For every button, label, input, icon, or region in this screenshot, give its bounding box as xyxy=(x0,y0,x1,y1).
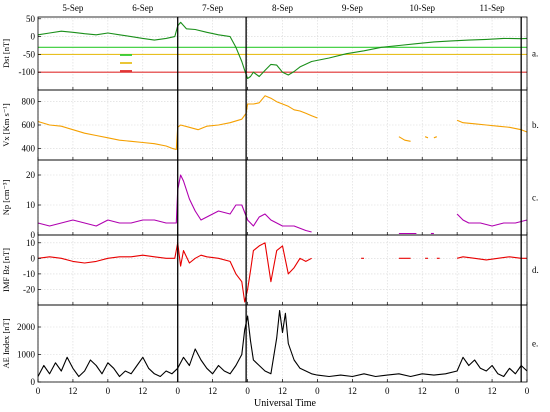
panel-letter: d. xyxy=(532,265,539,275)
x-tick-label: 0 xyxy=(106,386,111,396)
date-label: 8-Sep xyxy=(272,3,293,13)
date-label: 5-Sep xyxy=(62,3,83,13)
data-line xyxy=(456,119,528,133)
data-line xyxy=(37,95,318,151)
y-axis-label: AE Index [nT] xyxy=(1,318,11,368)
y-axis-label: Np [cm⁻³] xyxy=(1,180,11,216)
panel-a: 50 0 -50 -100 Dst [nT] a. xyxy=(1,14,538,91)
y-tick-label: 400 xyxy=(22,143,36,153)
y-tick-label: 0 xyxy=(31,32,36,42)
panel-c: 20 10 0 Np [cm⁻³] c. xyxy=(1,159,538,240)
y-tick-label: 10 xyxy=(26,238,36,248)
x-tick-label: 0 xyxy=(315,386,320,396)
y-tick-label: 0 xyxy=(31,230,36,240)
y-tick-label: -10 xyxy=(23,269,35,279)
panel-letter: a. xyxy=(532,49,538,59)
x-tick-label: 12 xyxy=(68,386,77,396)
x-tick-label: 12 xyxy=(208,386,217,396)
y-tick-label: 1000 xyxy=(17,350,36,360)
panel-e: 2000 1000 0 AE Index [nT] e. xyxy=(1,304,538,387)
y-tick-label: 0 xyxy=(31,377,36,387)
panel-letter: e. xyxy=(532,339,538,349)
panel-letter: c. xyxy=(532,193,538,203)
panel-b: 800 600 400 Vx [Km s⁻¹] b. xyxy=(1,89,539,161)
panel-letter: b. xyxy=(532,120,539,130)
y-tick-label: 10 xyxy=(26,200,36,210)
date-labels: 5-Sep 6-Sep 7-Sep 8-Sep 9-Sep 10-Sep 11-Sep xyxy=(62,3,505,13)
x-tick-label: 12 xyxy=(138,386,147,396)
y-tick-label: -100 xyxy=(19,67,36,77)
panel-d: 10 0 -10 -20 IMF Bz [nT] d. xyxy=(1,234,539,306)
y-tick-label: 0 xyxy=(31,253,36,263)
x-tick-label: 12 xyxy=(488,386,497,396)
data-line xyxy=(456,213,528,227)
data-line xyxy=(37,309,528,378)
data-line xyxy=(37,21,528,80)
data-line xyxy=(433,136,437,139)
y-tick-label: 2000 xyxy=(17,322,36,332)
x-tick-label: 0 xyxy=(525,386,530,396)
x-tick-labels: 0 12 0 12 0 12 0 12 0 12 0 12 0 12 0 xyxy=(36,386,530,396)
y-axis-label: Vx [Km s⁻¹] xyxy=(1,103,11,147)
panel-frame xyxy=(37,304,528,383)
data-line xyxy=(398,136,411,142)
data-line xyxy=(456,256,527,261)
x-tick-label: 0 xyxy=(175,386,180,396)
y-tick-label: -50 xyxy=(23,49,35,59)
x-tick-label: 12 xyxy=(348,386,357,396)
y-tick-label: 800 xyxy=(22,97,36,107)
date-label: 11-Sep xyxy=(479,3,505,13)
x-axis-label: Universal Time xyxy=(254,398,317,409)
y-tick-label: 50 xyxy=(26,14,36,24)
y-tick-label: 20 xyxy=(26,170,36,180)
x-tick-label: 0 xyxy=(245,386,250,396)
y-axis-label: Dst [nT] xyxy=(1,39,11,68)
data-line xyxy=(37,242,312,303)
date-label: 7-Sep xyxy=(202,3,223,13)
x-tick-label: 0 xyxy=(455,386,460,396)
y-axis-label: IMF Bz [nT] xyxy=(1,248,11,292)
x-tick-label: 0 xyxy=(36,386,41,396)
y-tick-label: -20 xyxy=(23,284,35,294)
x-tick-label: 12 xyxy=(278,386,287,396)
data-line xyxy=(424,136,429,139)
data-line xyxy=(37,174,312,233)
date-label: 9-Sep xyxy=(342,3,363,13)
y-tick-label: 600 xyxy=(22,120,36,130)
x-tick-label: 0 xyxy=(385,386,390,396)
x-tick-label: 12 xyxy=(418,386,427,396)
date-label: 6-Sep xyxy=(132,3,153,13)
date-label: 10-Sep xyxy=(409,3,435,13)
